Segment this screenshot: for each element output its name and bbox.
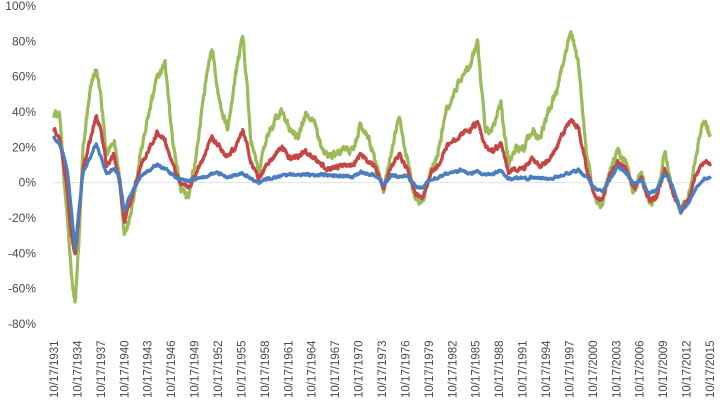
series-line-1	[52, 135, 712, 251]
x-tick-label: 10/17/1976	[400, 340, 412, 398]
x-tick-label: 10/17/1970	[354, 340, 366, 398]
x-tick-label: 10/17/1958	[260, 340, 272, 398]
x-tick-label: 10/17/1934	[72, 340, 84, 398]
x-tick-label: 10/17/1955	[236, 340, 248, 398]
y-tick-label: -60%	[8, 282, 36, 296]
y-tick-label: 40%	[12, 105, 36, 119]
x-tick-label: 10/17/2012	[682, 340, 694, 398]
x-tick-label: 10/17/1973	[377, 340, 389, 398]
x-tick-label: 10/17/1940	[119, 340, 131, 398]
y-tick-label: 100%	[5, 0, 36, 13]
x-tick-label: 10/17/2015	[705, 340, 717, 398]
x-tick-label: 10/17/2009	[658, 340, 670, 398]
y-tick-label: 20%	[12, 140, 36, 154]
x-tick-label: 10/17/1991	[518, 340, 530, 398]
x-tick-label: 10/17/1988	[494, 340, 506, 398]
x-tick-label: 10/17/2000	[588, 340, 600, 398]
x-tick-label: 10/17/1937	[96, 340, 108, 398]
y-tick-label: -20%	[8, 211, 36, 225]
x-tick-label: 10/17/1931	[49, 340, 61, 398]
x-tick-label: 10/17/1952	[213, 340, 225, 398]
x-tick-label: 10/17/1994	[541, 340, 553, 398]
x-tick-label: 10/17/1943	[143, 340, 155, 398]
x-tick-label: 10/17/1961	[283, 340, 295, 398]
series-layer	[52, 30, 712, 304]
x-tick-label: 10/17/1997	[564, 340, 576, 398]
x-tick-label: 10/17/1985	[471, 340, 483, 398]
x-tick-label: 10/17/2006	[635, 340, 647, 398]
y-tick-label: -80%	[8, 317, 36, 331]
x-tick-label: 10/17/1982	[447, 340, 459, 398]
y-tick-label: 60%	[12, 70, 36, 84]
x-tick-label: 10/17/1979	[424, 340, 436, 398]
x-tick-label: 10/17/1949	[190, 340, 202, 398]
x-tick-label: 10/17/2003	[611, 340, 623, 398]
y-tick-label: -40%	[8, 246, 36, 260]
x-tick-label: 10/17/1964	[307, 340, 319, 398]
x-tick-label: 10/17/1967	[330, 340, 342, 398]
x-tick-label: 10/17/1946	[166, 340, 178, 398]
y-axis: 100% 80% 60% 40% 20% 0% -20% -40% -60% -80%	[5, 0, 36, 331]
y-tick-label: 0%	[19, 176, 37, 190]
x-axis: 10/17/1931 10/17/1934 10/17/1937 10/17/1940…	[49, 340, 717, 398]
y-tick-label: 80%	[12, 34, 36, 48]
